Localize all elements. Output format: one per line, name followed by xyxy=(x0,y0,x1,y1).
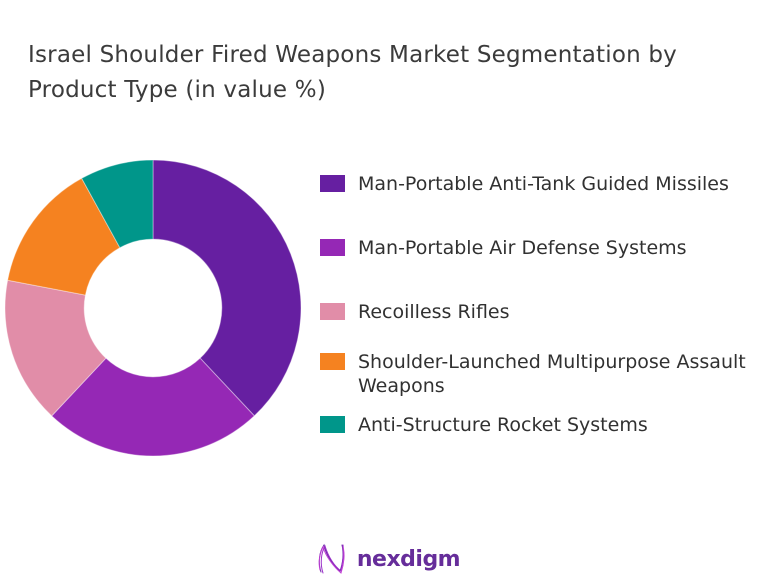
legend-swatch xyxy=(320,175,345,192)
nexdigm-logo: nexdigm xyxy=(0,541,773,577)
legend-item-man-portable-anti-tank-guided-missiles: Man-Portable Anti-Tank Guided Missiles xyxy=(320,172,772,196)
legend-swatch xyxy=(320,239,345,256)
legend-swatch xyxy=(320,353,345,370)
nexdigm-squiggle-n-icon xyxy=(318,543,345,574)
legend-item-recoilless-rifles: Recoilless Rifles xyxy=(320,300,772,324)
donut-segment xyxy=(7,177,121,296)
legend-label: Recoilless Rifles xyxy=(358,301,510,323)
legend-item-shoulder-launched-multipurpose-assault-weapons: Shoulder-Launched Multipurpose Assault W… xyxy=(320,350,772,398)
legend-item-anti-structure-rocket-systems: Anti-Structure Rocket Systems xyxy=(320,413,772,437)
legend-item-man-portable-air-defense-systems: Man-Portable Air Defense Systems xyxy=(320,236,772,260)
legend-swatch xyxy=(320,416,345,433)
donut-chart xyxy=(0,155,310,465)
legend-label: Man-Portable Air Defense Systems xyxy=(358,237,687,259)
legend-swatch xyxy=(320,303,345,320)
chart-legend: Man-Portable Anti-Tank Guided Missiles M… xyxy=(320,172,772,437)
donut-segment xyxy=(50,357,256,457)
legend-label: Man-Portable Anti-Tank Guided Missiles xyxy=(358,173,729,195)
legend-label: Shoulder-Launched Multipurpose Assault W… xyxy=(358,351,746,397)
donut-segment xyxy=(4,279,107,417)
chart-title: Israel Shoulder Fired Weapons Market Seg… xyxy=(28,42,677,103)
nexdigm-logo-text: nexdigm xyxy=(356,546,461,572)
legend-label: Anti-Structure Rocket Systems xyxy=(358,414,648,436)
donut-chart-svg xyxy=(4,159,302,457)
donut-segment xyxy=(152,159,302,417)
donut-segment xyxy=(81,159,154,249)
